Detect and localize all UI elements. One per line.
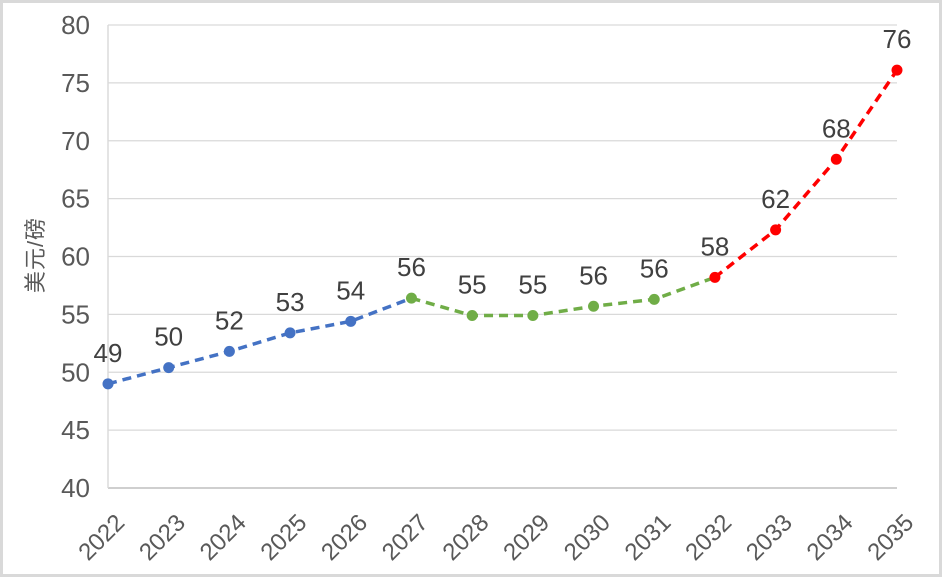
y-tick-label: 60	[61, 242, 90, 272]
data-point-marker-2034	[830, 153, 842, 165]
y-tick-label: 80	[61, 10, 90, 40]
data-point-label-2029: 55	[518, 270, 547, 300]
data-point-label-2022: 49	[94, 338, 123, 368]
x-tick-label-2027: 2027	[377, 509, 434, 566]
x-tick-label-2034: 2034	[802, 509, 859, 566]
x-tick-label-2033: 2033	[741, 509, 798, 566]
x-tick-label-2032: 2032	[680, 509, 737, 566]
data-point-label-2030: 56	[579, 260, 608, 290]
data-point-label-2027: 56	[397, 252, 426, 282]
x-tick-label-2025: 2025	[255, 509, 312, 566]
data-point-marker-2035	[891, 64, 903, 76]
data-point-marker-2023	[163, 362, 175, 374]
y-tick-label: 65	[61, 184, 90, 214]
y-axis-title: 美元/磅	[23, 216, 48, 294]
data-point-marker-2032	[709, 271, 721, 283]
data-point-marker-2033	[770, 224, 782, 236]
x-tick-label-2024: 2024	[195, 509, 252, 566]
data-point-label-2028: 55	[458, 270, 487, 300]
data-point-label-2035: 76	[883, 24, 912, 54]
x-tick-label-2035: 2035	[862, 509, 919, 566]
data-point-label-2031: 56	[640, 253, 669, 283]
data-point-marker-2028	[466, 310, 478, 322]
data-point-label-2026: 54	[336, 275, 365, 305]
series-line-phase-3-red	[713, 69, 899, 279]
data-point-label-2033: 62	[761, 184, 790, 214]
series-line-phase-2-green	[410, 275, 716, 318]
y-tick-label: 50	[61, 357, 90, 387]
series-line-phase-1-blue	[107, 296, 413, 386]
data-point-marker-2025	[284, 327, 296, 339]
data-point-marker-2024	[223, 345, 235, 357]
data-point-label-2023: 50	[154, 322, 183, 352]
data-point-marker-2029	[527, 310, 539, 322]
x-tick-label-2022: 2022	[73, 509, 130, 566]
x-tick-label-2029: 2029	[498, 509, 555, 566]
x-tick-label-2026: 2026	[316, 509, 373, 566]
y-tick-label: 75	[61, 68, 90, 98]
y-tick-label: 45	[61, 415, 90, 445]
data-point-marker-2022	[102, 378, 114, 390]
data-point-label-2025: 53	[276, 287, 305, 317]
data-point-label-2024: 52	[215, 305, 244, 335]
x-tick-label-2023: 2023	[134, 509, 191, 566]
x-tick-label-2028: 2028	[438, 509, 495, 566]
data-point-marker-2027	[405, 292, 417, 304]
data-point-marker-2030	[588, 300, 600, 312]
data-point-label-2032: 58	[700, 231, 729, 261]
y-tick-label: 40	[61, 473, 90, 503]
y-tick-label: 70	[61, 126, 90, 156]
data-point-marker-2031	[648, 293, 660, 305]
x-tick-label-2030: 2030	[559, 509, 616, 566]
x-tick-label-2031: 2031	[620, 509, 677, 566]
data-point-marker-2026	[345, 315, 357, 327]
data-point-label-2034: 68	[822, 113, 851, 143]
y-tick-label: 55	[61, 299, 90, 329]
